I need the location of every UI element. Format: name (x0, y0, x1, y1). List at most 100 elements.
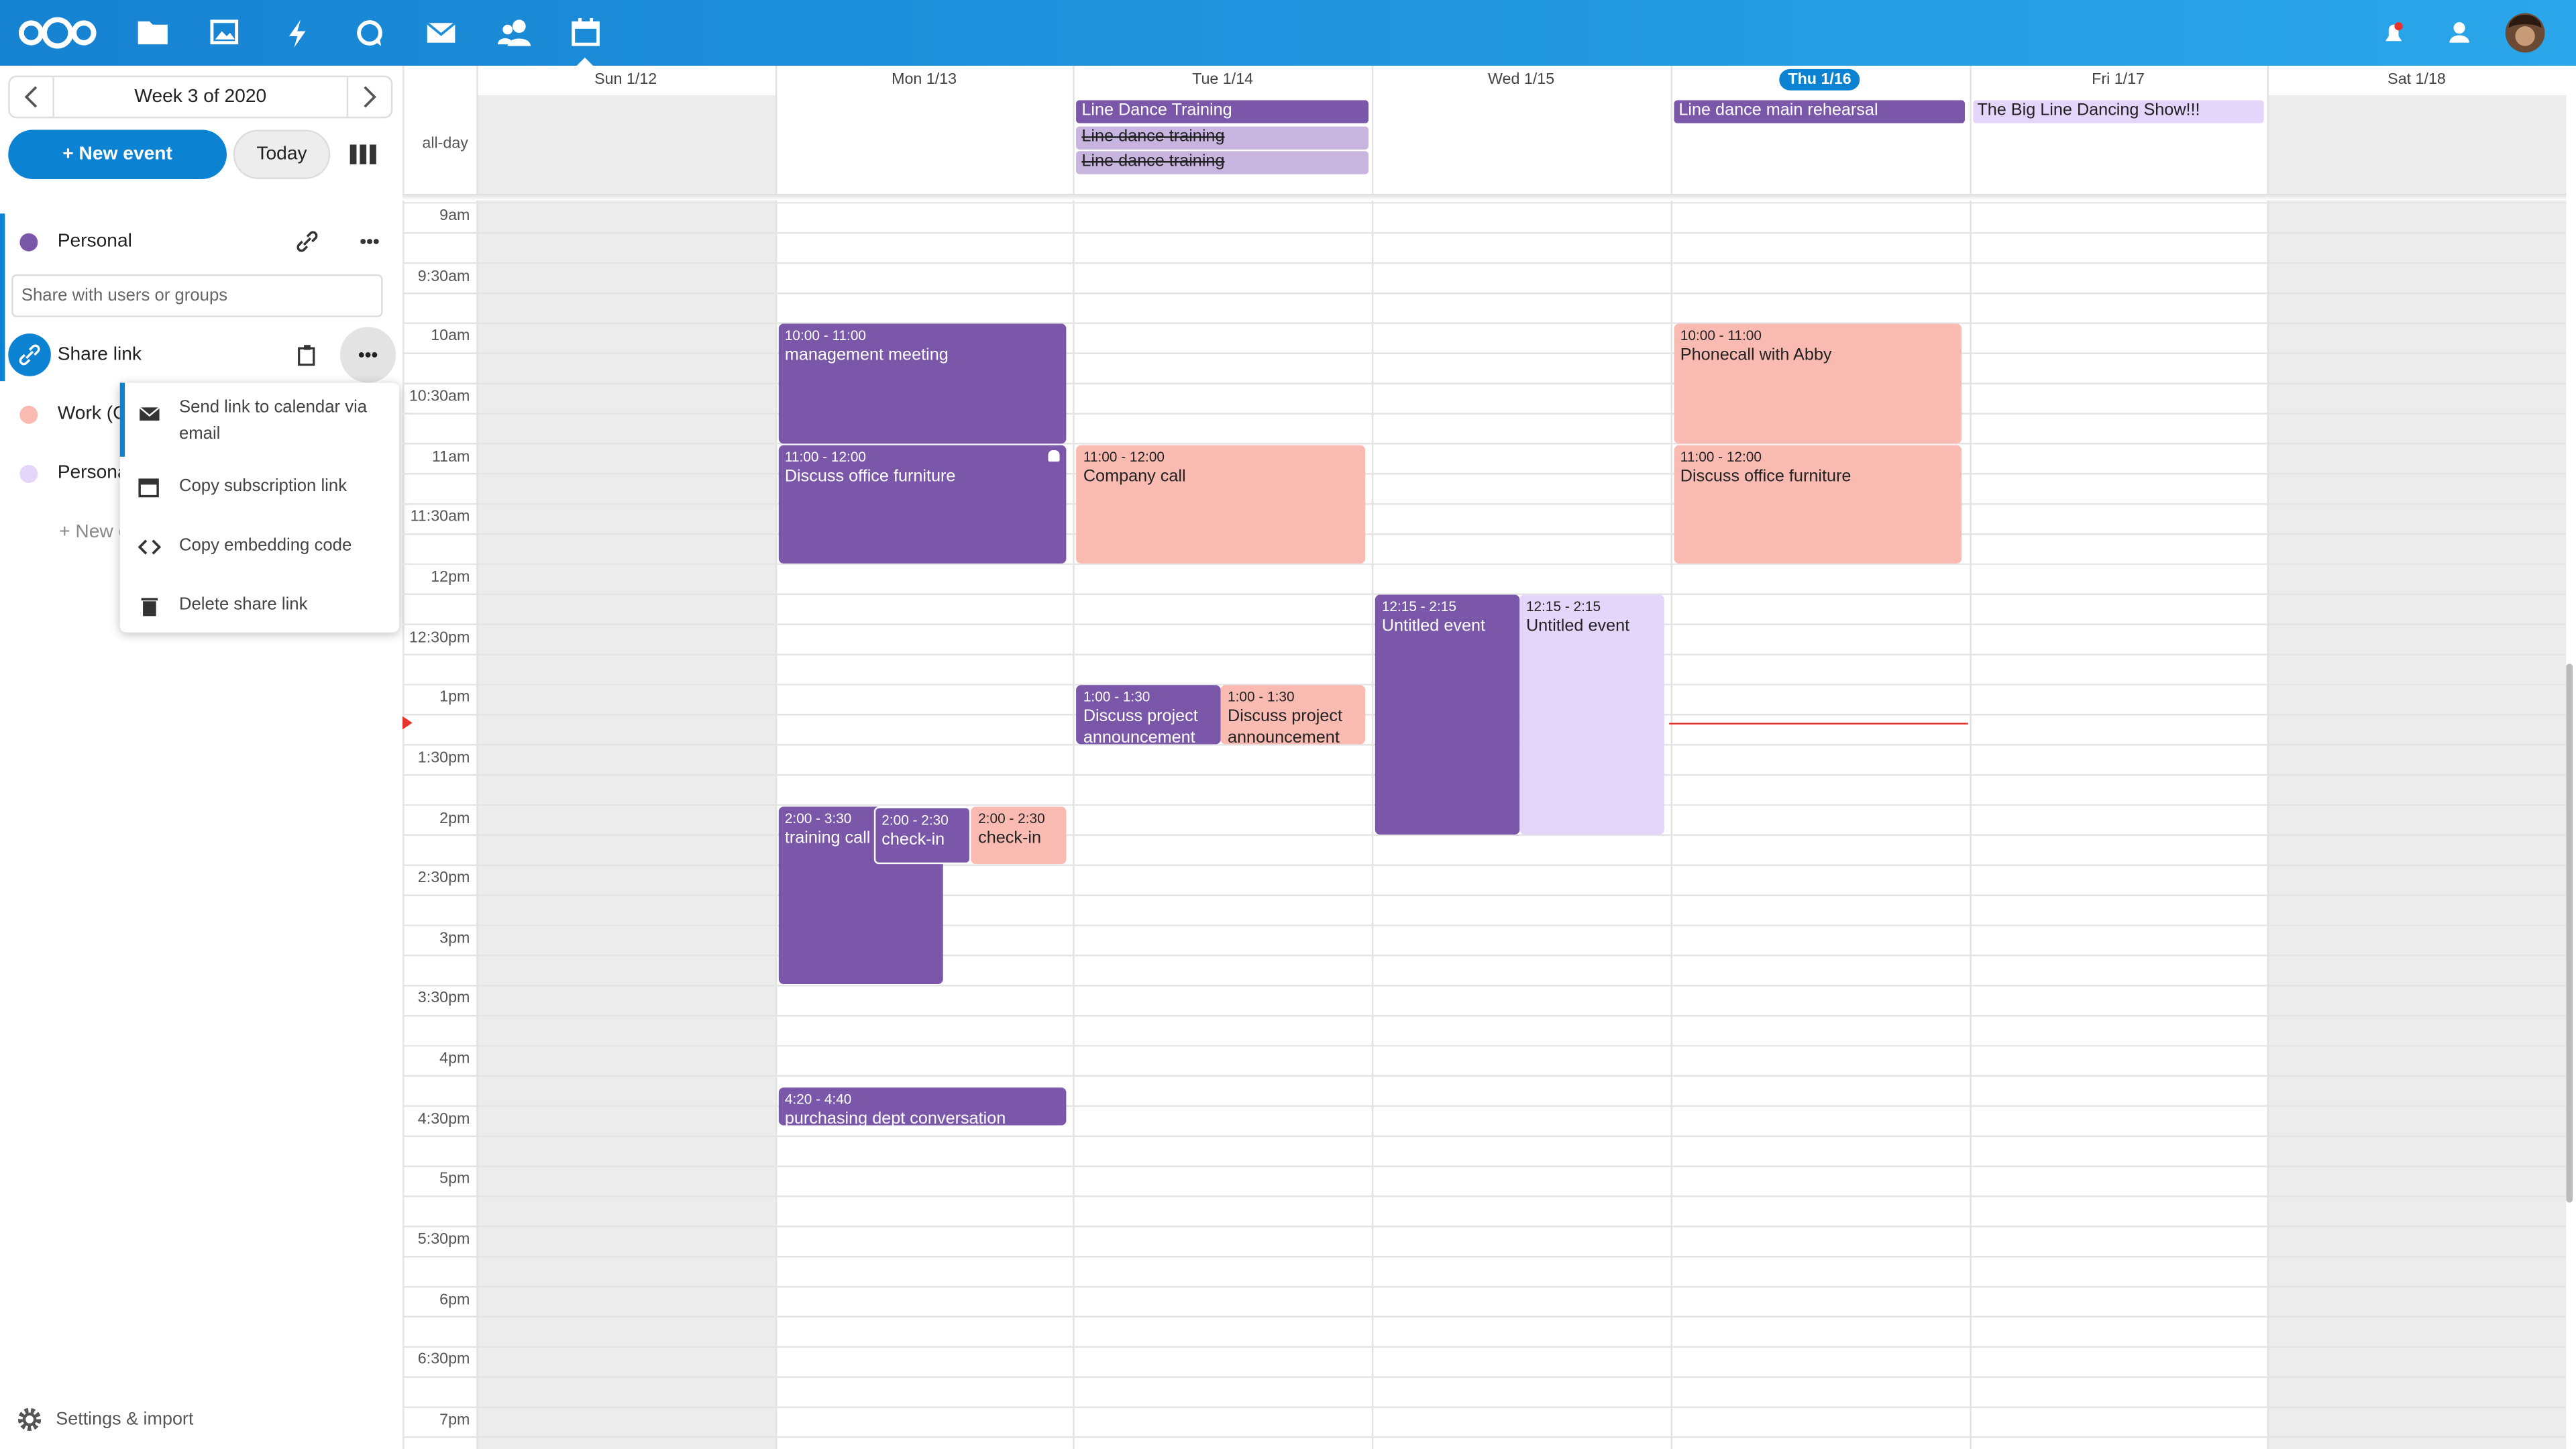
day-label[interactable]: Tue 1/14 (1192, 70, 1254, 89)
calendar-name[interactable]: Personal (57, 231, 132, 252)
time-label: 1pm (439, 688, 470, 707)
notifications-icon[interactable] (2385, 22, 2403, 42)
logo[interactable] (18, 17, 97, 49)
week-label[interactable]: Week 3 of 2020 (134, 87, 267, 107)
settings-link[interactable]: Settings & import (56, 1409, 194, 1430)
event-time: 2:00 - 2:30 (881, 810, 949, 828)
now-marker (402, 716, 413, 730)
new-calendar[interactable]: + New c (59, 522, 128, 543)
copy-icon[interactable] (296, 343, 319, 366)
allday-event[interactable]: Line dance main rehearsal (1674, 100, 1966, 123)
share-link-label: Share link (57, 345, 142, 365)
day-label[interactable]: Thu 1/16 (1780, 68, 1860, 91)
time-label: 11am (431, 447, 470, 466)
share-input[interactable]: Share with users or groups (11, 274, 383, 317)
event[interactable]: 1:00 - 1:30 Discuss project announcement (1077, 685, 1222, 744)
day-label[interactable]: Sat 1/18 (2387, 70, 2446, 89)
calendar-name[interactable]: Work (C (57, 404, 127, 424)
prev-week[interactable] (10, 77, 54, 117)
event[interactable]: 12:15 - 2:15 Untitled event (1519, 595, 1664, 835)
event-time: 1:00 - 1:30 (1083, 688, 1150, 706)
event[interactable]: 11:00 - 12:00 Discuss office furniture (778, 444, 1067, 564)
day-label[interactable]: Sun 1/12 (594, 70, 657, 89)
event-time: 10:00 - 11:00 (784, 327, 866, 344)
time-label: 6pm (439, 1291, 470, 1309)
new-event-button[interactable]: + New event (8, 129, 227, 179)
time-label: 12:30pm (409, 628, 470, 647)
time-label: 2:30pm (417, 869, 470, 888)
calendar-color (19, 465, 38, 484)
calendar-icon[interactable] (572, 17, 600, 66)
menu-item[interactable]: Delete share link (178, 594, 308, 614)
day-label[interactable]: Wed 1/15 (1488, 70, 1555, 89)
event-time: 12:15 - 2:15 (1381, 598, 1456, 615)
event-time: 10:00 - 11:00 (1680, 327, 1762, 344)
menu-item[interactable]: Copy subscription link (178, 476, 347, 496)
time-label: 9:30am (417, 267, 470, 286)
trash-icon (141, 598, 158, 616)
allday-event[interactable]: Line Dance Training (1077, 100, 1369, 123)
sidebar: Week 3 of 2020 + New event Today Persona… (0, 65, 405, 1449)
header (0, 0, 2576, 66)
menu-item[interactable]: Send link to calendar via email (178, 397, 368, 444)
event[interactable]: 11:00 - 12:00 Company call (1077, 444, 1366, 564)
event[interactable]: 2:00 - 2:30 check-in (873, 806, 972, 865)
time-label: 6:30pm (417, 1350, 470, 1369)
event-time: 1:00 - 1:30 (1228, 688, 1295, 706)
allday-label: all-day (422, 134, 468, 153)
photos-icon[interactable] (210, 19, 239, 45)
event-time: 2:00 - 2:30 (978, 809, 1045, 826)
talk-icon[interactable] (357, 20, 382, 46)
event[interactable]: 11:00 - 12:00 Discuss office furniture (1674, 444, 1963, 564)
event[interactable]: 12:15 - 2:15 Untitled event (1375, 595, 1520, 835)
event-title: Discuss project announcement (1083, 708, 1198, 744)
event[interactable]: 10:00 - 11:00 management meeting (778, 324, 1067, 443)
files-icon[interactable] (138, 21, 168, 45)
contacts-menu-icon[interactable] (2449, 22, 2469, 43)
time-label: 5:30pm (417, 1230, 470, 1249)
calendar-small-icon (138, 478, 159, 498)
share-icon[interactable] (296, 230, 319, 253)
time-label: 1:30pm (417, 749, 470, 767)
day-header: Sun 1/12 (476, 70, 775, 89)
day-label[interactable]: Fri 1/17 (2092, 70, 2145, 89)
mail-icon[interactable] (426, 21, 456, 43)
now-line (1669, 722, 1968, 725)
event-time: 4:20 - 4:40 (784, 1089, 852, 1107)
time-label: 4:30pm (417, 1110, 470, 1128)
event[interactable]: 2:00 - 2:30 check-in (971, 806, 1067, 865)
allday-event[interactable]: Line dance training (1077, 151, 1369, 174)
time-label: 4pm (439, 1050, 470, 1069)
event-time: 12:15 - 2:15 (1525, 598, 1601, 615)
email-icon (139, 407, 160, 421)
contacts-icon[interactable] (498, 19, 531, 46)
day-header: Mon 1/13 (775, 70, 1073, 89)
time-label: 2pm (439, 809, 470, 828)
today-button[interactable]: Today (233, 129, 331, 179)
settings-icon[interactable] (16, 1406, 42, 1432)
time-label: 9am (439, 207, 470, 225)
menu-item[interactable]: Copy embedding code (178, 535, 352, 555)
event-time: 11:00 - 12:00 (784, 447, 866, 465)
event[interactable]: 10:00 - 11:00 Phonecall with Abby (1674, 324, 1963, 443)
event-title: Untitled event (1525, 618, 1630, 637)
share-link-more[interactable] (339, 327, 396, 383)
event[interactable]: 1:00 - 1:30 Discuss project announcement (1221, 685, 1366, 744)
event-time: 2:00 - 3:30 (784, 809, 852, 826)
allday-event[interactable]: Line dance training (1077, 125, 1369, 149)
day-label[interactable]: Mon 1/13 (892, 70, 957, 89)
view-switcher[interactable] (348, 143, 378, 166)
event-title: Discuss office furniture (1680, 467, 1851, 486)
allday-event[interactable]: The Big Line Dancing Show!!! (1972, 100, 2265, 123)
share-menu: Send link to calendar via email Copy sub… (119, 382, 400, 633)
avatar[interactable] (2505, 13, 2545, 53)
day-header: Thu 1/16 (1670, 68, 1969, 91)
calendar-name[interactable]: Persona (57, 463, 128, 484)
more-icon[interactable] (358, 230, 381, 253)
active-indicator (0, 213, 5, 382)
activity-icon[interactable] (289, 19, 306, 48)
next-week[interactable] (346, 77, 391, 117)
event[interactable]: 4:20 - 4:40 purchasing dept conversation (778, 1087, 1067, 1126)
